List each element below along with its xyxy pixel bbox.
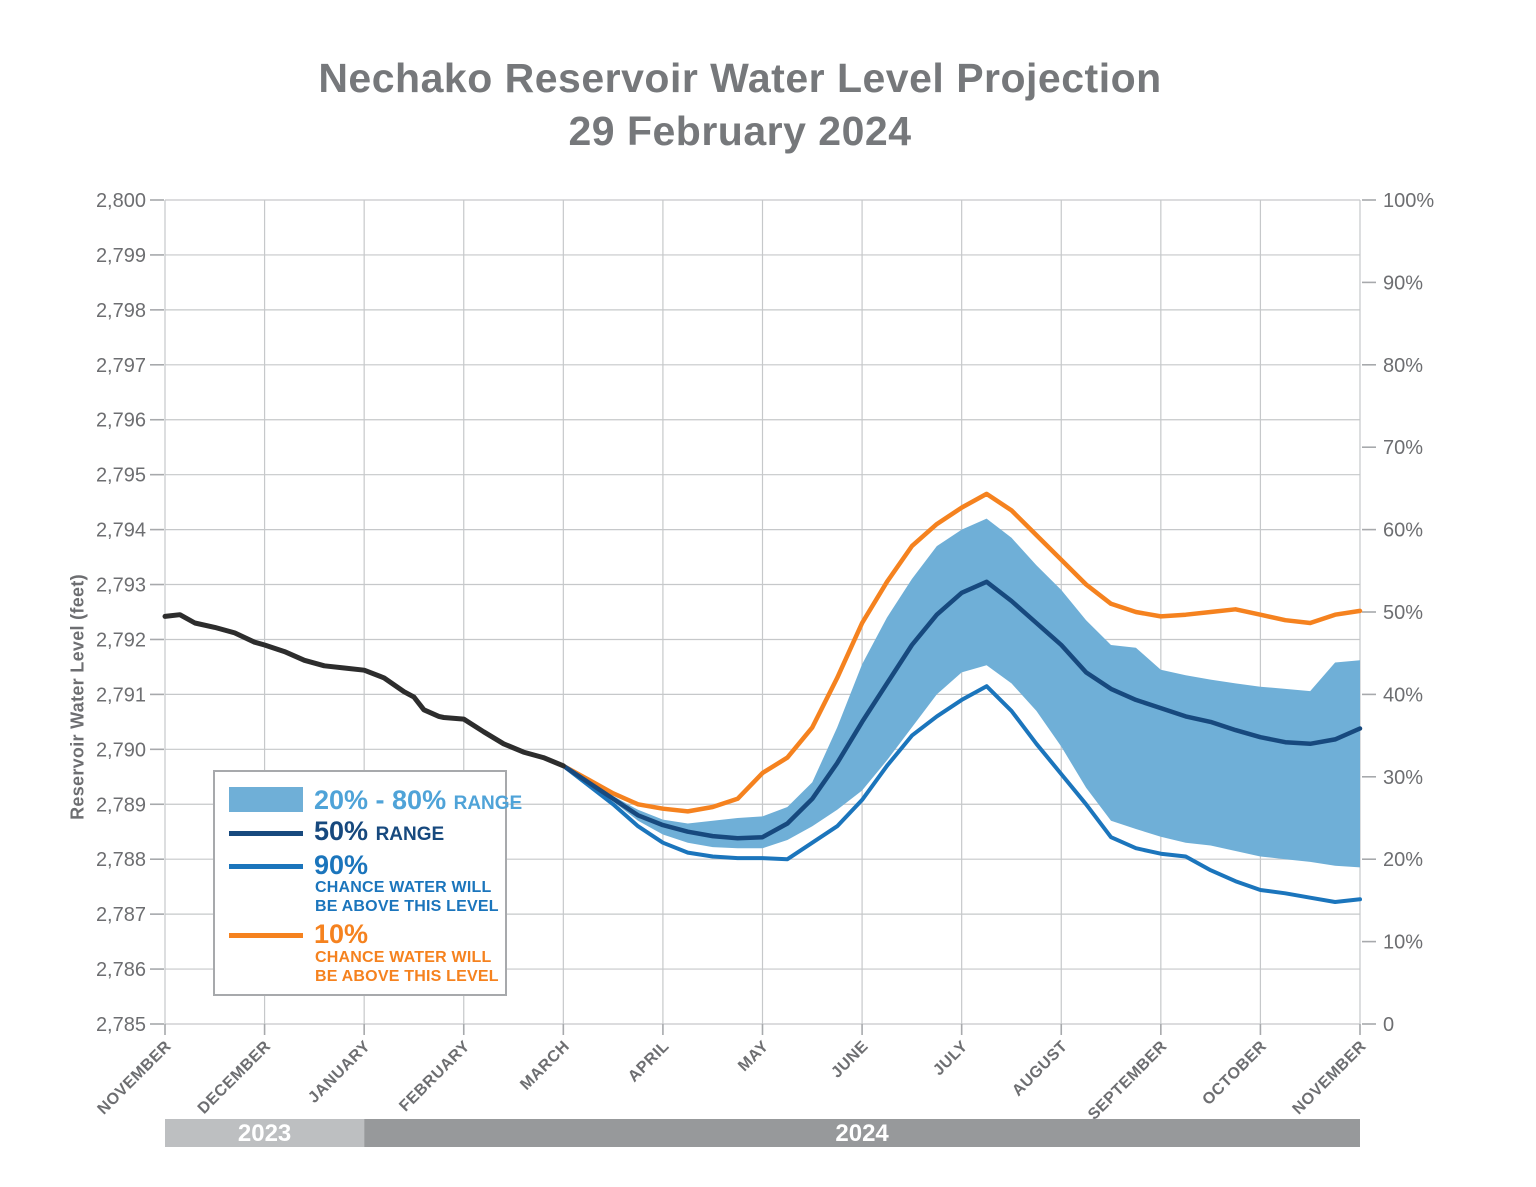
y-left-tick-label: 2,797 [96, 355, 146, 377]
year-bar-segment [165, 1119, 365, 1147]
legend-p90-line-swatch [229, 864, 303, 869]
y-left-tick-label: 2,788 [96, 849, 146, 871]
legend-median-label: 50% RANGE [314, 816, 444, 847]
legend-p90-sub1: CHANCE WATER WILL [315, 879, 492, 896]
line-p90-blue [561, 684, 1362, 904]
chart-title-line1: Nechako Reservoir Water Level Projection [318, 55, 1162, 101]
y-right-tick-label: 60% [1383, 520, 1423, 542]
y-left-tick-label: 2,795 [96, 465, 146, 487]
x-tick-label: MARCH [517, 1038, 573, 1094]
y-left-tick-label: 2,796 [96, 410, 146, 432]
y-right-tick-label: 90% [1383, 272, 1423, 294]
band-20-80-range [563, 518, 1360, 868]
x-tick-label: APRIL [625, 1038, 673, 1086]
line-p10-orange [561, 491, 1363, 814]
x-tick-label: NOVEMBER [1290, 1038, 1370, 1118]
y-left-tick-labels: 2,800 2,799 2,798 2,797 2,796 2,795 2,794 2,793… [96, 190, 146, 1036]
x-tick-label: MAY [735, 1038, 772, 1075]
y-left-tick-label: 2,786 [96, 959, 146, 981]
y-right-tick-label: 20% [1383, 849, 1423, 871]
legend-p10-sub1: CHANCE WATER WILL [315, 949, 492, 966]
year-bar-label: 2024 [835, 1120, 889, 1147]
x-tick-label: DECEMBER [195, 1038, 275, 1118]
y-right-tick-label: 80% [1383, 355, 1423, 377]
x-tick-label: JANUARY [305, 1038, 374, 1107]
legend-p10-line-swatch [229, 933, 303, 938]
y-left-tick-label: 2,794 [96, 520, 146, 542]
y-left-tick-label: 2,799 [96, 245, 146, 267]
x-tick-label: AUGUST [1009, 1038, 1071, 1100]
y-left-tick-label: 2,789 [96, 794, 146, 816]
line-p50-navy [561, 579, 1363, 841]
legend-band-label-small: RANGE [453, 793, 523, 814]
y-right-tick-labels: 100% 90% 80% 70% 60% 50% 40% 30% 20% 10% 0 [1383, 190, 1434, 1036]
x-tick-label: SEPTEMBER [1085, 1038, 1171, 1124]
x-tick-labels: NOVEMBER DECEMBER JANUARY FEBRUARY MARCH APRI… [95, 1038, 1370, 1124]
x-tick-label: NOVEMBER [95, 1038, 175, 1118]
legend-p90-sub2: BE ABOVE THIS LEVEL [315, 898, 499, 915]
y-left-tick-label: 2,790 [96, 739, 146, 761]
x-tick-label: JULY [930, 1038, 971, 1079]
chart-title: Nechako Reservoir Water Level Projection… [0, 52, 1480, 158]
legend-p10-sub2: BE ABOVE THIS LEVEL [315, 968, 499, 985]
y-left-tick-label: 2,792 [96, 629, 146, 651]
y-left-tick-label: 2,791 [96, 684, 146, 706]
y-right-tick-label: 0 [1383, 1014, 1394, 1036]
legend: 20% - 80% RANGE 50% RANGE 90% CHANCE WAT… [213, 770, 522, 996]
year-bar: 2023 2024 [165, 1119, 1361, 1147]
x-tick-label: JUNE [828, 1038, 872, 1082]
legend-band-swatch [229, 787, 303, 812]
legend-p10-label: 10% [314, 919, 369, 949]
y-right-tick-label: 30% [1383, 767, 1423, 789]
chart-title-line2: 29 February 2024 [568, 108, 912, 154]
y-left-tick-label: 2,785 [96, 1014, 146, 1036]
x-tick-label: FEBRUARY [396, 1038, 473, 1115]
year-bar-segment [364, 1119, 1361, 1147]
y-left-tick-label: 2,800 [96, 190, 146, 212]
legend-median-line-swatch [229, 831, 303, 836]
y-left-tick-label: 2,793 [96, 575, 146, 597]
y-left-tick-label: 2,787 [96, 904, 146, 926]
legend-band-label: 20% - 80% RANGE [314, 785, 522, 816]
legend-p90-label: 90% [314, 850, 369, 880]
y-left-tick-label: 2,798 [96, 300, 146, 322]
x-tick-label: OCTOBER [1199, 1038, 1270, 1109]
legend-median-label-small: RANGE [375, 824, 445, 845]
y-right-tick-label: 10% [1383, 932, 1423, 954]
year-bar-label: 2023 [238, 1120, 291, 1147]
y-right-tick-label: 70% [1383, 437, 1423, 459]
line-observed-black [162, 612, 566, 769]
y-right-tick-label: 50% [1383, 602, 1423, 624]
y-right-tick-label: 100% [1383, 190, 1434, 212]
axis-ticks [150, 199, 1376, 1035]
y-right-tick-label: 40% [1383, 684, 1423, 706]
legend-median-label-big: 50% [314, 816, 369, 846]
legend-band-label-big: 20% - 80% [314, 785, 447, 815]
